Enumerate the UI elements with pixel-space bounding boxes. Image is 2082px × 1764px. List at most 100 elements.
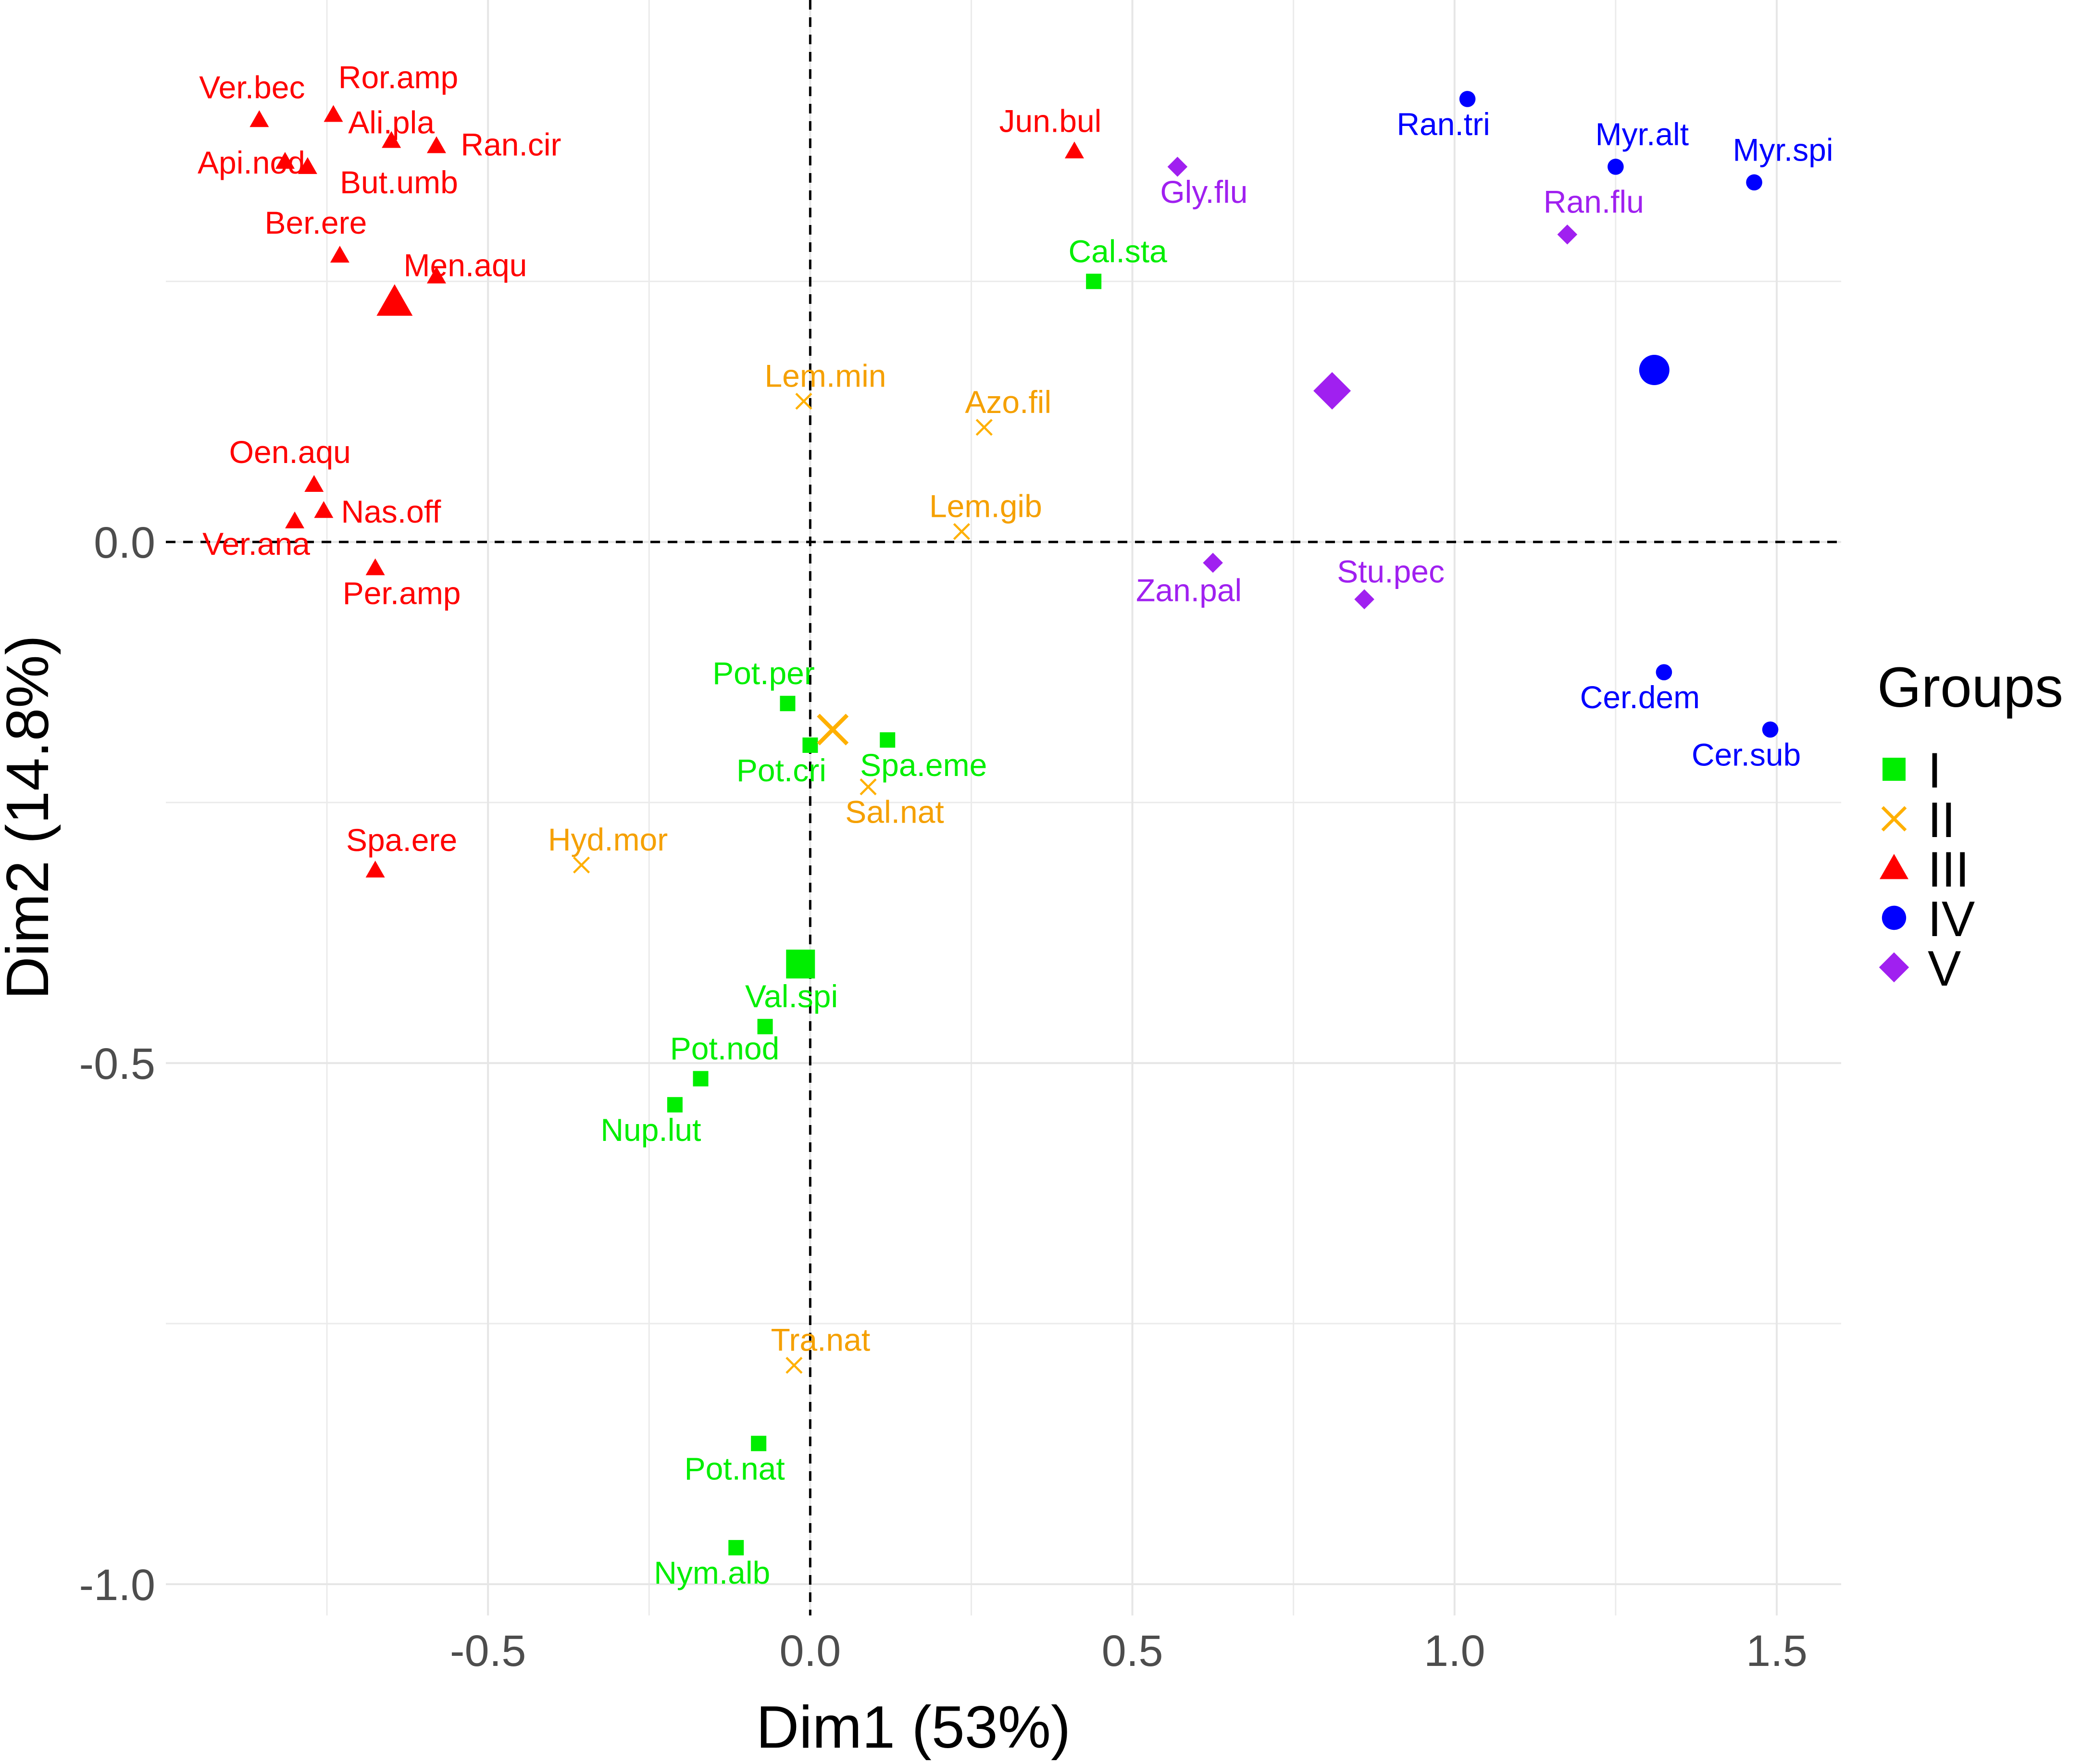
- point-label: Lem.gib: [929, 488, 1042, 524]
- point-Hyd.mor-stroke: [573, 856, 590, 874]
- point-Spa.eme: [880, 732, 896, 748]
- point-Myr.alt: [1608, 159, 1624, 175]
- point-label: Tra.nat: [771, 1322, 871, 1358]
- point-label: Gly.flu: [1160, 174, 1247, 210]
- point-Nas.off: [314, 501, 334, 518]
- point-label: But.umb: [340, 164, 458, 200]
- legend-title: Groups: [1877, 656, 2063, 719]
- point-Oen.aqu: [304, 475, 324, 492]
- point-label: Cer.sub: [1692, 737, 1801, 772]
- point-label: Sal.nat: [845, 794, 944, 830]
- legend-label: II: [1928, 792, 1956, 848]
- x-tick-label: 1.0: [1424, 1626, 1485, 1676]
- point-Nup.lut: [667, 1097, 683, 1113]
- series-IV: Ran.tri Myr.alt Myr.spi Cer.dem Cer.sub: [1396, 91, 1833, 772]
- point-label: Stu.pec: [1337, 553, 1445, 589]
- legend-key-I: [1883, 758, 1906, 781]
- point-label: Ran.cir: [461, 126, 561, 162]
- point-Tra.nat: [785, 1357, 803, 1374]
- points-layer: Cal.sta Pot.per Pot.cri Spa.eme Val.spi Pot.n…: [198, 59, 1833, 1590]
- point-Ali.pla: [382, 131, 401, 148]
- point-label: Nup.lut: [600, 1112, 701, 1148]
- point-label: Spa.eme: [860, 747, 987, 783]
- point-Hyd.mor: [573, 856, 590, 874]
- point-Pot.per: [780, 696, 796, 712]
- x-tick-label: 1.5: [1746, 1626, 1808, 1676]
- point-label: Api.nod: [198, 145, 305, 180]
- point-label: Ber.ere: [265, 205, 367, 240]
- y-tick-label: -0.5: [79, 1039, 155, 1088]
- point-label: Nym.alb: [654, 1555, 770, 1590]
- series-II: Lem.min Azo.fil Lem.gib Sal.nat Hyd.mor Tra.n…: [548, 358, 1051, 1374]
- point-Myr.spi: [1746, 174, 1762, 191]
- point-label: Myr.alt: [1596, 116, 1689, 152]
- legend-key-II-stroke: [1881, 806, 1907, 832]
- point-label: Ali.pla: [348, 105, 435, 140]
- x-tick-label: 0.5: [1102, 1626, 1163, 1676]
- point-Zan.pal: [1203, 552, 1223, 573]
- point-Pot.nod: [693, 1071, 709, 1087]
- point-Per.amp: [365, 558, 385, 575]
- point-Cal.sta: [1086, 274, 1102, 289]
- legend-key-V: [1879, 952, 1909, 983]
- point-Men.aqu: [426, 266, 446, 284]
- point-label: Men.aqu: [404, 247, 527, 283]
- point-label: Pot.nat: [685, 1451, 785, 1486]
- y-tick-label: -1.0: [79, 1561, 155, 1610]
- point-Sal.nat-stroke: [860, 778, 877, 796]
- point-label: Hyd.mor: [548, 822, 668, 857]
- centroid-III: [376, 284, 413, 316]
- point-label: Ver.bec: [199, 69, 305, 105]
- x-tick-label: 0.0: [779, 1626, 841, 1676]
- centroid-II-stroke: [817, 713, 849, 746]
- point-label: Ver.ana: [202, 526, 310, 562]
- point-label: Pot.per: [712, 655, 815, 691]
- grid: [166, 0, 1841, 1615]
- legend-key-II: [1881, 806, 1907, 832]
- point-Tra.nat-stroke: [785, 1357, 803, 1374]
- point-label: Per.amp: [343, 575, 461, 611]
- point-Spa.ere: [365, 861, 385, 878]
- point-Lem.gib-stroke: [953, 523, 970, 540]
- series-I: Cal.sta Pot.per Pot.cri Spa.eme Val.spi Pot.n…: [600, 233, 1167, 1590]
- legend-label: V: [1928, 941, 1961, 997]
- point-label: Lem.min: [764, 358, 886, 394]
- axes: Dim1 (53%) Dim2 (14.8%) -0.5 0.0 0.5 1.0 1.5…: [0, 518, 1808, 1761]
- point-label: Spa.ere: [346, 822, 457, 858]
- point-Ror.amp: [324, 105, 343, 122]
- legend-label: III: [1928, 842, 1970, 898]
- point-label: Azo.fil: [965, 384, 1051, 420]
- point-Pot.cri: [802, 737, 818, 753]
- point-label: Ran.flu: [1544, 184, 1644, 220]
- point-Lem.min: [795, 392, 812, 410]
- legend-key-III: [1880, 854, 1908, 879]
- point-Ver.ana: [285, 511, 305, 528]
- point-Ber.ere: [330, 246, 349, 263]
- point-Nym.alb: [728, 1540, 744, 1556]
- point-label: Ror.amp: [338, 59, 458, 95]
- point-Jun.bul: [1064, 141, 1084, 159]
- point-Cer.dem: [1656, 664, 1672, 680]
- point-label: Jun.bul: [999, 103, 1102, 138]
- y-axis-title: Dim2 (14.8%): [0, 635, 61, 1000]
- point-label: Val.spi: [745, 978, 838, 1014]
- centroid-IV: [1639, 355, 1670, 386]
- point-Azo.fil: [975, 419, 993, 436]
- legend-label: I: [1928, 743, 1942, 799]
- point-Val.spi: [757, 1019, 773, 1035]
- point-label: Oen.aqu: [229, 434, 351, 470]
- point-Ran.flu: [1557, 224, 1578, 245]
- series-V: Gly.flu Ran.flu Zan.pal Stu.pec: [1136, 157, 1644, 610]
- point-Ver.bec: [249, 110, 269, 127]
- legend-key-IV: [1882, 905, 1907, 930]
- point-But.umb: [298, 157, 317, 174]
- x-axis-title: Dim1 (53%): [756, 1694, 1071, 1761]
- point-Api.nod: [275, 152, 295, 169]
- point-label: Cer.dem: [1580, 679, 1700, 715]
- y-tick-label: 0.0: [94, 518, 155, 567]
- point-Lem.min-stroke: [795, 392, 812, 410]
- point-label: Cal.sta: [1068, 233, 1167, 269]
- point-Lem.gib: [953, 523, 970, 540]
